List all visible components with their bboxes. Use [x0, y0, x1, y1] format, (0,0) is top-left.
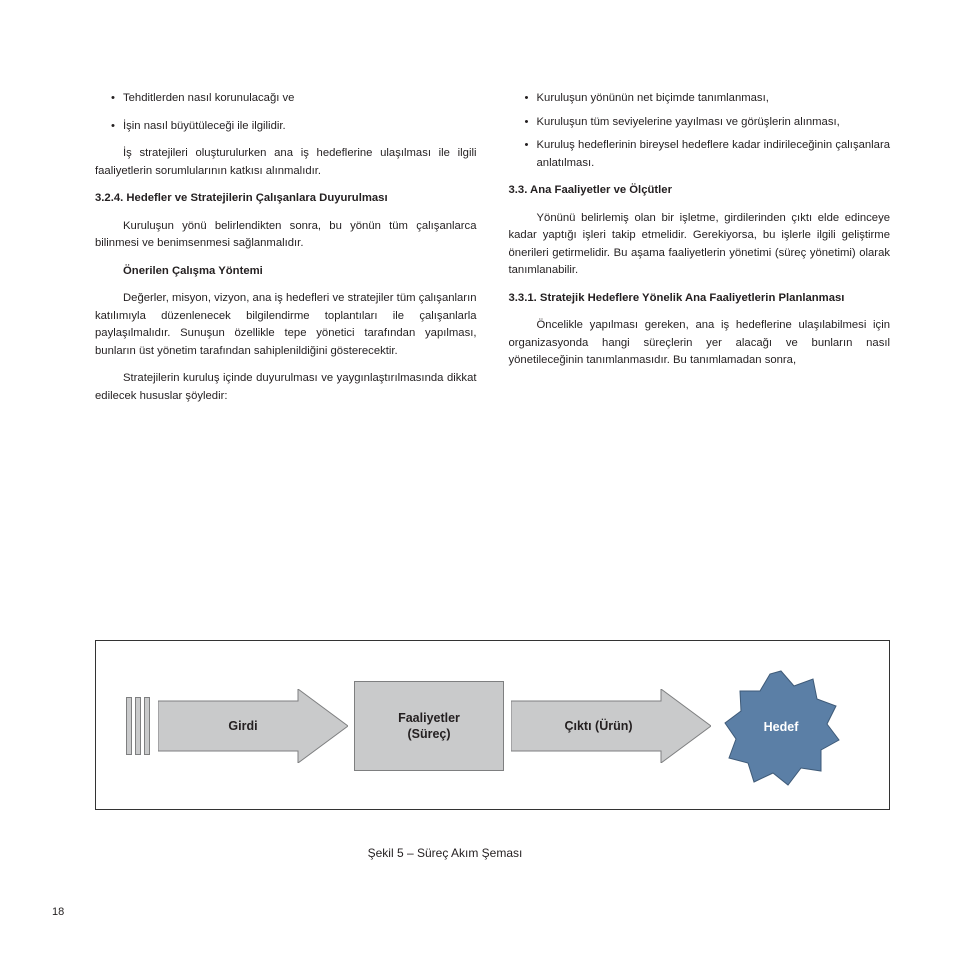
bullet-item: Tehditlerden nasıl korunulacağı ve — [95, 90, 477, 108]
paragraph: Kuruluşun yönü belirlendikten sonra, bu … — [95, 218, 477, 253]
bullet-item: Kuruluş hedeflerinin bireysel hedeflere … — [509, 137, 891, 172]
right-column: Kuruluşun yönünün net biçimde tanımlanma… — [509, 90, 891, 415]
paragraph: Yönünü belirlemiş olan bir işletme, gird… — [509, 210, 891, 280]
heading: 3.3.1. Stratejik Hedeflere Yönelik Ana F… — [509, 290, 891, 308]
paragraph: Öncelikle yapılması gereken, ana iş hede… — [509, 317, 891, 370]
step-girdi-label: Girdi — [178, 689, 308, 763]
process-flow-diagram: Girdi Faaliyetler (Süreç) Çıktı (Ürün) H… — [95, 640, 890, 810]
step-cikti-label: Çıktı (Ürün) — [526, 689, 671, 763]
subheading: Önerilen Çalışma Yöntemi — [95, 263, 477, 281]
text-columns: Tehditlerden nasıl korunulacağı ve İşin … — [95, 90, 890, 415]
paragraph: İş stratejileri oluşturulurken ana iş he… — [95, 145, 477, 180]
step-hedef-label: Hedef — [721, 667, 841, 787]
bullet-item: Kuruluşun tüm seviyelerine yayılması ve … — [509, 114, 891, 132]
step-faaliyetler-l1: Faaliyetler — [398, 711, 460, 725]
figure-caption: Şekil 5 – Süreç Akım Şeması — [0, 846, 890, 860]
bullet-item: İşin nasıl büyütüleceği ile ilgilidir. — [95, 118, 477, 136]
diagram-input-bars — [126, 697, 150, 755]
paragraph: Değerler, misyon, vizyon, ana iş hedefle… — [95, 290, 477, 360]
left-column: Tehditlerden nasıl korunulacağı ve İşin … — [95, 90, 477, 415]
step-faaliyetler-l2: (Süreç) — [407, 727, 450, 741]
step-faaliyetler: Faaliyetler (Süreç) — [354, 681, 504, 771]
heading: 3.3. Ana Faaliyetler ve Ölçütler — [509, 182, 891, 200]
page-number: 18 — [52, 906, 64, 918]
page: Tehditlerden nasıl korunulacağı ve İşin … — [0, 0, 960, 960]
bullet-item: Kuruluşun yönünün net biçimde tanımlanma… — [509, 90, 891, 108]
paragraph: Stratejilerin kuruluş içinde duyurulması… — [95, 370, 477, 405]
heading: 3.2.4. Hedefler ve Stratejilerin Çalışan… — [95, 190, 477, 208]
